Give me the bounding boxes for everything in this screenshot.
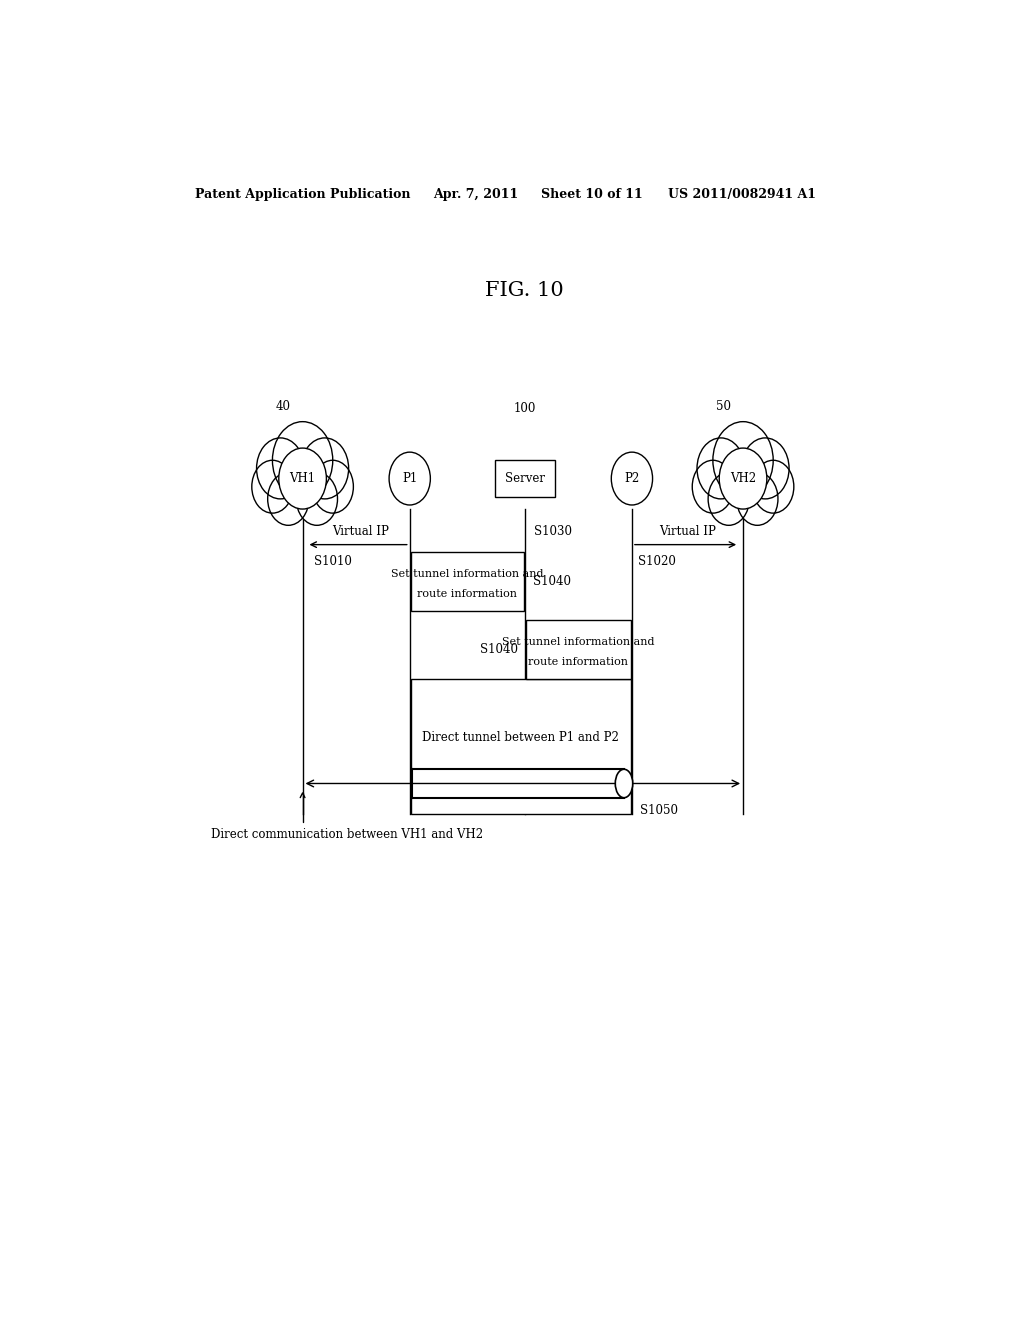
- Text: Apr. 7, 2011: Apr. 7, 2011: [433, 189, 519, 202]
- Circle shape: [267, 473, 309, 525]
- Text: Virtual IP: Virtual IP: [332, 524, 388, 537]
- Text: 40: 40: [275, 400, 290, 412]
- Text: route information: route information: [528, 657, 629, 668]
- Bar: [411, 678, 631, 814]
- Circle shape: [252, 461, 293, 513]
- Text: Direct tunnel between P1 and P2: Direct tunnel between P1 and P2: [422, 731, 620, 744]
- Text: VH2: VH2: [730, 473, 756, 484]
- Text: 50: 50: [716, 400, 731, 412]
- Circle shape: [272, 421, 333, 499]
- Text: US 2011/0082941 A1: US 2011/0082941 A1: [668, 189, 816, 202]
- Circle shape: [736, 473, 778, 525]
- Text: Sheet 10 of 11: Sheet 10 of 11: [541, 189, 642, 202]
- Circle shape: [697, 438, 744, 499]
- Circle shape: [301, 438, 348, 499]
- Circle shape: [257, 438, 304, 499]
- Text: S1010: S1010: [314, 554, 352, 568]
- Circle shape: [753, 461, 794, 513]
- Text: FIG. 10: FIG. 10: [485, 281, 564, 300]
- Text: S1040: S1040: [480, 643, 518, 656]
- Circle shape: [389, 453, 430, 506]
- Text: 100: 100: [514, 401, 536, 414]
- Circle shape: [713, 421, 773, 499]
- Bar: [525, 620, 631, 678]
- Text: S1030: S1030: [535, 524, 572, 537]
- Circle shape: [611, 453, 652, 506]
- Circle shape: [312, 461, 353, 513]
- Circle shape: [692, 461, 733, 513]
- Circle shape: [709, 473, 750, 525]
- Circle shape: [296, 473, 338, 525]
- Text: S1040: S1040: [532, 574, 570, 587]
- Circle shape: [741, 438, 790, 499]
- Circle shape: [719, 447, 767, 510]
- Text: Set tunnel information and: Set tunnel information and: [502, 638, 654, 647]
- Text: VH1: VH1: [290, 473, 315, 484]
- Text: S1020: S1020: [638, 554, 676, 568]
- Bar: [411, 552, 524, 611]
- Circle shape: [279, 447, 327, 510]
- Text: route information: route information: [417, 589, 517, 599]
- Text: Server: Server: [505, 473, 545, 484]
- Text: Patent Application Publication: Patent Application Publication: [196, 189, 411, 202]
- Text: Direct communication between VH1 and VH2: Direct communication between VH1 and VH2: [211, 793, 483, 841]
- Ellipse shape: [615, 770, 633, 797]
- Bar: [495, 461, 555, 496]
- Text: P1: P1: [402, 473, 418, 484]
- Text: Virtual IP: Virtual IP: [659, 524, 716, 537]
- Text: Set tunnel information and: Set tunnel information and: [391, 569, 544, 579]
- Text: P2: P2: [625, 473, 640, 484]
- Text: S1050: S1050: [640, 804, 678, 817]
